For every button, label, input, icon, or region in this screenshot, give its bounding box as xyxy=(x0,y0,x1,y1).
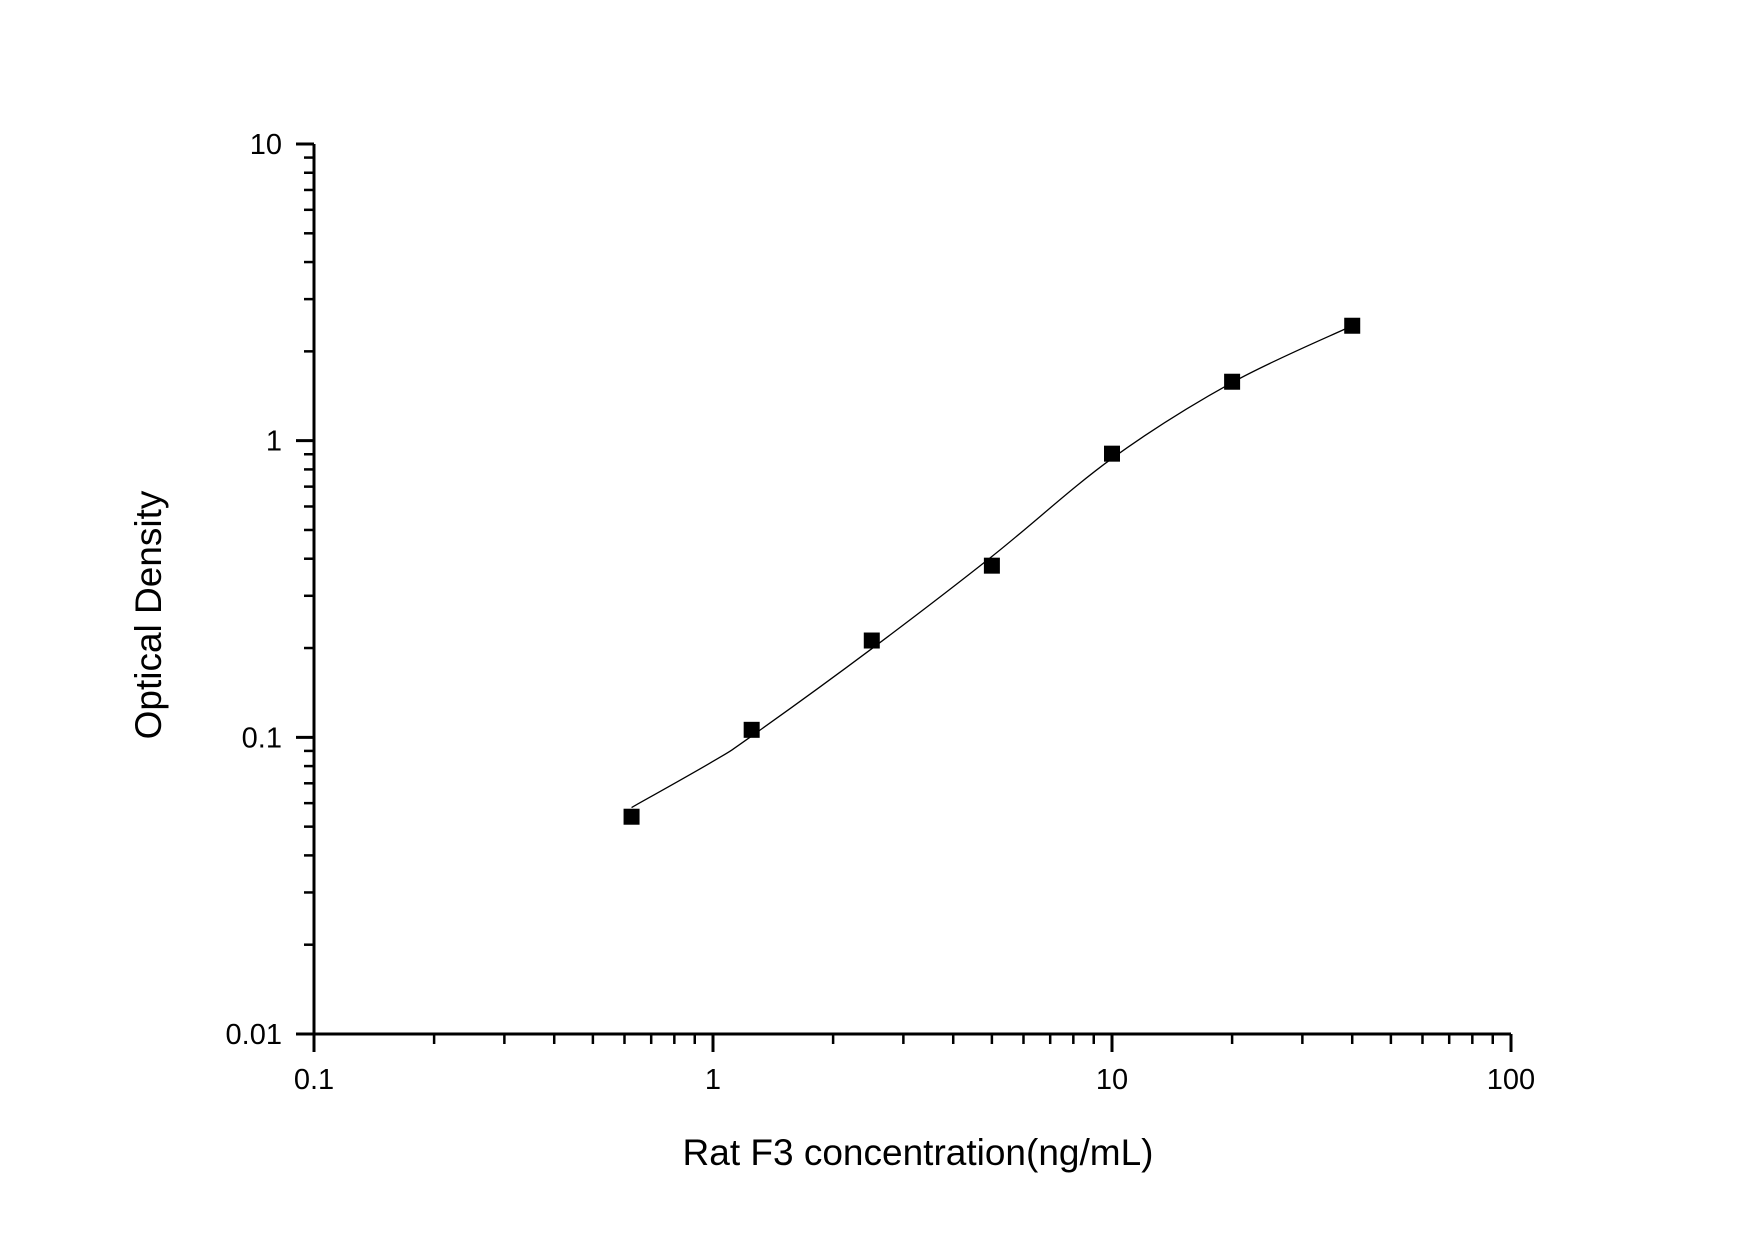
y-tick-label: 0.01 xyxy=(226,1019,282,1051)
x-axis: 0.1 1 10 100 xyxy=(294,1032,1535,1096)
y-axis: 0.01 0.1 1 10 xyxy=(226,129,316,1051)
fitted-curve-line xyxy=(631,325,1353,809)
data-point-marker xyxy=(743,721,760,738)
data-point-marker xyxy=(863,632,880,649)
data-point-markers xyxy=(623,317,1361,825)
x-tick-label: 10 xyxy=(1096,1064,1128,1096)
data-point-marker xyxy=(1224,373,1241,390)
y-tick-label: 0.1 xyxy=(242,722,282,754)
data-point-marker xyxy=(983,557,1000,574)
y-tick-label: 1 xyxy=(266,426,282,458)
x-axis-title: Rat F3 concentration(ng/mL) xyxy=(683,1132,1154,1173)
data-point-marker xyxy=(623,808,640,825)
data-point-marker xyxy=(1344,317,1361,334)
x-tick-label: 1 xyxy=(705,1064,721,1096)
data-point-marker xyxy=(1104,445,1120,462)
x-tick-label: 100 xyxy=(1487,1064,1535,1096)
x-tick-label: 0.1 xyxy=(294,1064,334,1096)
y-tick-label: 10 xyxy=(250,129,282,161)
y-axis-title: Optical Density xyxy=(128,490,169,739)
